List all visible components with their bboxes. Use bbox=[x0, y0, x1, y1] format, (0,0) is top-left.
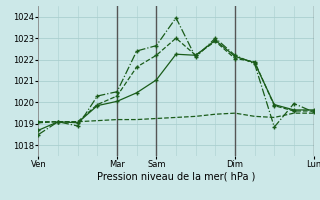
X-axis label: Pression niveau de la mer( hPa ): Pression niveau de la mer( hPa ) bbox=[97, 172, 255, 182]
